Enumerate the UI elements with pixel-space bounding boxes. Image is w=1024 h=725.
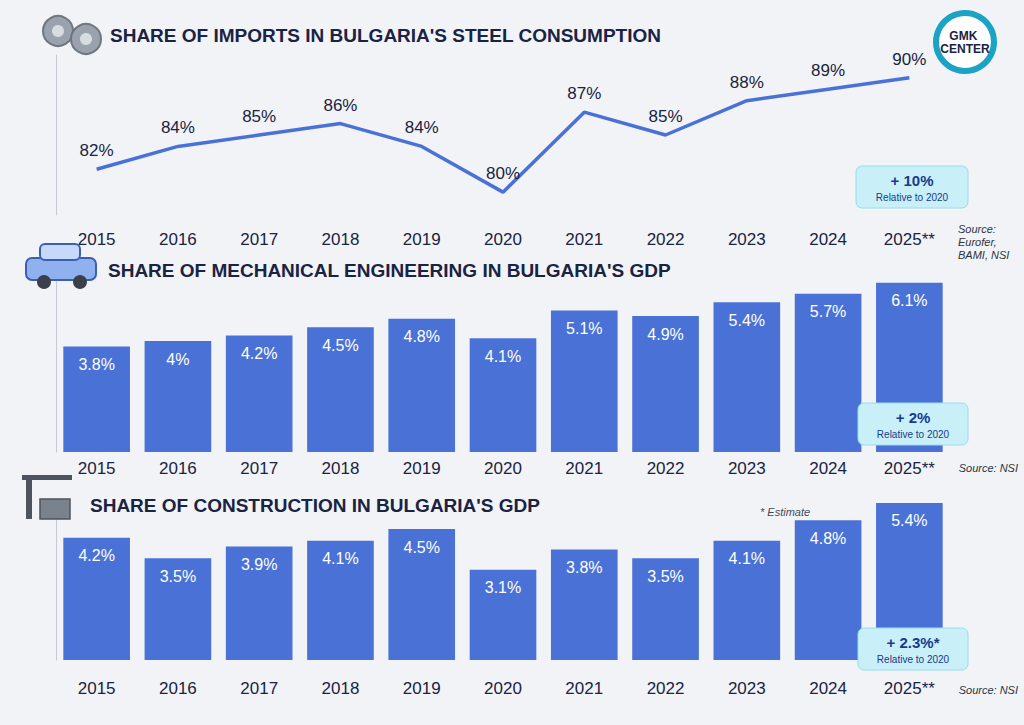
svg-text:4.1%: 4.1% xyxy=(485,348,521,365)
svg-text:2021: 2021 xyxy=(565,459,603,478)
svg-text:3.5%: 3.5% xyxy=(160,568,196,585)
svg-text:5.4%: 5.4% xyxy=(729,312,765,329)
svg-text:2015: 2015 xyxy=(78,679,116,698)
svg-text:2025**: 2025** xyxy=(884,679,935,698)
svg-text:89%: 89% xyxy=(811,61,845,80)
svg-text:4.2%: 4.2% xyxy=(78,547,114,564)
svg-text:84%: 84% xyxy=(161,118,195,137)
svg-text:82%: 82% xyxy=(80,141,114,160)
svg-text:4%: 4% xyxy=(166,351,189,368)
svg-text:2022: 2022 xyxy=(647,230,685,249)
svg-text:2025**: 2025** xyxy=(884,459,935,478)
svg-text:2016: 2016 xyxy=(159,679,197,698)
svg-text:5.1%: 5.1% xyxy=(566,320,602,337)
svg-text:2016: 2016 xyxy=(159,230,197,249)
svg-text:4.1%: 4.1% xyxy=(729,550,765,567)
svg-text:Source:: Source: xyxy=(958,223,999,235)
svg-text:2017: 2017 xyxy=(240,230,278,249)
svg-text:2020: 2020 xyxy=(484,679,522,698)
svg-text:2024: 2024 xyxy=(809,679,847,698)
svg-text:5.7%: 5.7% xyxy=(810,303,846,320)
svg-text:87%: 87% xyxy=(567,84,601,103)
svg-text:3.1%: 3.1% xyxy=(485,579,521,596)
svg-text:Relative to 2020: Relative to 2020 xyxy=(877,654,950,665)
svg-text:4.1%: 4.1% xyxy=(322,550,358,567)
svg-text:GMK: GMK xyxy=(949,29,980,43)
svg-text:3.9%: 3.9% xyxy=(241,556,277,573)
svg-text:2019: 2019 xyxy=(403,230,441,249)
svg-text:Relative to 2020: Relative to 2020 xyxy=(876,192,949,203)
svg-text:3.5%: 3.5% xyxy=(647,568,683,585)
svg-text:3.8%: 3.8% xyxy=(78,356,114,373)
svg-text:+ 10%: + 10% xyxy=(891,172,934,189)
svg-text:+ 2%: + 2% xyxy=(896,409,931,426)
svg-text:5.4%: 5.4% xyxy=(891,512,927,529)
svg-text:4.8%: 4.8% xyxy=(403,328,439,345)
svg-text:2018: 2018 xyxy=(322,459,360,478)
svg-text:85%: 85% xyxy=(649,107,683,126)
svg-text:6.1%: 6.1% xyxy=(891,292,927,309)
svg-text:2020: 2020 xyxy=(484,230,522,249)
svg-text:2023: 2023 xyxy=(728,459,766,478)
svg-text:88%: 88% xyxy=(730,73,764,92)
svg-text:2016: 2016 xyxy=(159,459,197,478)
svg-text:80%: 80% xyxy=(486,164,520,183)
svg-text:85%: 85% xyxy=(242,107,276,126)
svg-text:2019: 2019 xyxy=(403,459,441,478)
svg-text:2024: 2024 xyxy=(809,230,847,249)
svg-text:3.8%: 3.8% xyxy=(566,559,602,576)
svg-text:2015: 2015 xyxy=(78,459,116,478)
svg-text:4.9%: 4.9% xyxy=(647,326,683,343)
svg-text:CENTER: CENTER xyxy=(940,42,990,56)
svg-text:4.2%: 4.2% xyxy=(241,345,277,362)
svg-text:Source: NSI: Source: NSI xyxy=(959,684,1018,696)
svg-text:SHARE OF MECHANICAL ENGINEERIN: SHARE OF MECHANICAL ENGINEERING IN BULGA… xyxy=(108,260,671,281)
svg-text:BAMI, NSI: BAMI, NSI xyxy=(958,249,1009,261)
svg-text:84%: 84% xyxy=(405,118,439,137)
svg-text:* Estimate: * Estimate xyxy=(760,506,810,518)
svg-text:2021: 2021 xyxy=(565,230,603,249)
svg-text:2018: 2018 xyxy=(322,679,360,698)
svg-text:2017: 2017 xyxy=(240,679,278,698)
svg-text:4.5%: 4.5% xyxy=(322,337,358,354)
svg-text:2020: 2020 xyxy=(484,459,522,478)
svg-text:2015: 2015 xyxy=(78,230,116,249)
svg-text:2024: 2024 xyxy=(809,459,847,478)
svg-text:2019: 2019 xyxy=(403,679,441,698)
svg-text:86%: 86% xyxy=(323,96,357,115)
svg-text:Eurofer,: Eurofer, xyxy=(958,236,1000,248)
svg-text:4.5%: 4.5% xyxy=(403,539,439,556)
svg-text:2022: 2022 xyxy=(647,679,685,698)
svg-text:90%: 90% xyxy=(892,50,926,69)
svg-text:2021: 2021 xyxy=(565,679,603,698)
svg-text:SHARE OF CONSTRUCTION IN BULGA: SHARE OF CONSTRUCTION IN BULGARIA'S GDP xyxy=(90,495,540,516)
svg-text:2017: 2017 xyxy=(240,459,278,478)
svg-text:Relative to 2020: Relative to 2020 xyxy=(877,429,950,440)
svg-text:2023: 2023 xyxy=(728,679,766,698)
svg-text:2022: 2022 xyxy=(647,459,685,478)
svg-text:2018: 2018 xyxy=(322,230,360,249)
svg-text:+ 2.3%*: + 2.3%* xyxy=(887,634,940,651)
svg-text:Source: NSI: Source: NSI xyxy=(959,462,1018,474)
svg-text:2025**: 2025** xyxy=(884,230,935,249)
svg-text:4.8%: 4.8% xyxy=(810,530,846,547)
svg-text:2023: 2023 xyxy=(728,230,766,249)
svg-text:SHARE OF IMPORTS IN BULGARIA'S: SHARE OF IMPORTS IN BULGARIA'S STEEL CON… xyxy=(110,25,661,46)
